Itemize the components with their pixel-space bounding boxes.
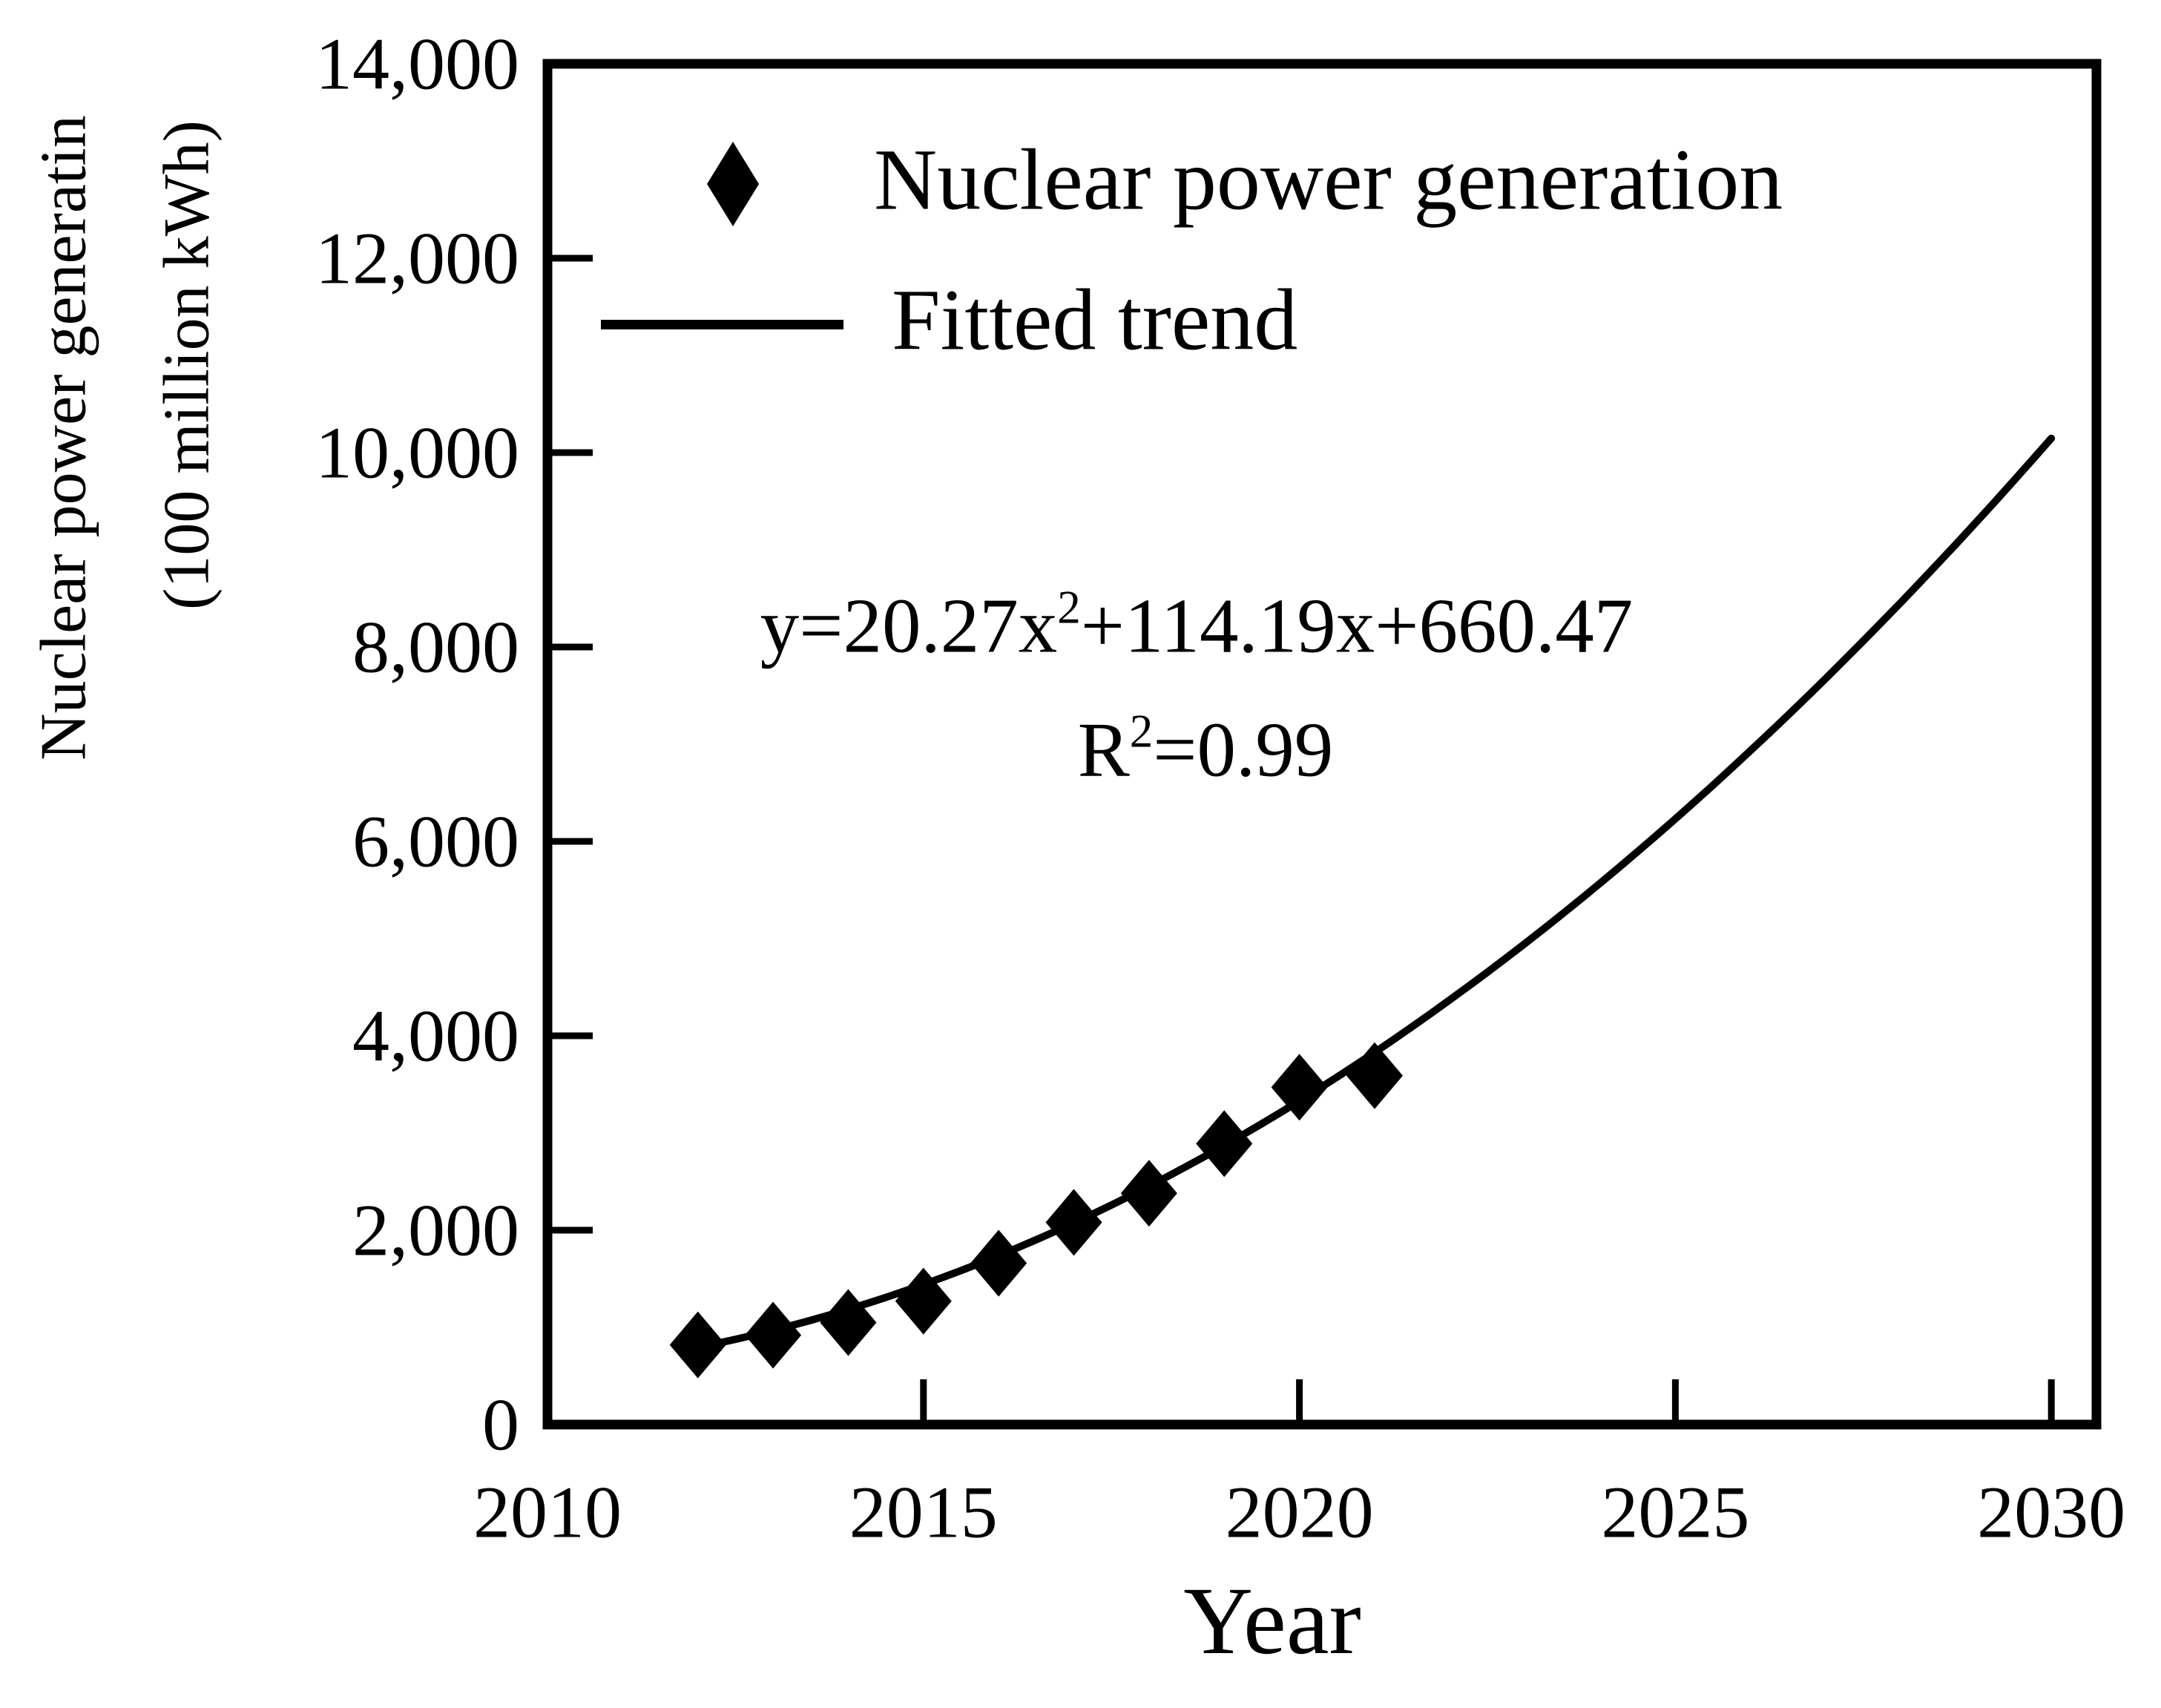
- x-tick-label: 2030: [1977, 1471, 2126, 1554]
- data-point-diamond: [1045, 1189, 1102, 1256]
- y-tick-label: 0: [482, 1383, 519, 1466]
- fit-equation-text: y=20.27x2+114.19x+660.47: [760, 581, 1634, 671]
- y-tick-label: 10,000: [315, 411, 519, 494]
- y-tick-label: 6,000: [352, 800, 519, 883]
- data-point-diamond: [1120, 1160, 1177, 1227]
- x-tick-label: 2010: [473, 1471, 622, 1554]
- data-point-diamond: [970, 1229, 1027, 1297]
- x-tick-label: 2020: [1225, 1471, 1374, 1554]
- y-tick-label: 2,000: [352, 1189, 519, 1272]
- y-tick-label: 4,000: [352, 994, 519, 1077]
- plot-frame: [542, 59, 2102, 1430]
- x-tick-label: 2025: [1601, 1471, 1750, 1554]
- data-point-diamond: [820, 1289, 877, 1356]
- y-axis-title-line2: (100 million kWh): [151, 120, 223, 610]
- data-point-diamond: [1196, 1110, 1253, 1177]
- data-point-diamond: [895, 1267, 952, 1335]
- fitted-trend-curve: [694, 434, 2056, 1351]
- legend-item-nuclear-power-generation: Nuclear power generation: [874, 131, 1783, 229]
- y-tick-label: 14,000: [315, 22, 519, 105]
- y-tick-label: 8,000: [352, 605, 519, 689]
- legend-line-icon: [601, 320, 843, 329]
- x-axis-title: Year: [1183, 1568, 1361, 1675]
- r-squared-text: R2=0.99: [1078, 705, 1334, 795]
- fit-equation-superscript: 2: [1057, 581, 1081, 634]
- y-tick-label: 12,000: [315, 217, 519, 300]
- x-tick-label: 2015: [849, 1471, 998, 1554]
- data-point-diamond: [1271, 1054, 1328, 1121]
- r-squared-rest: =0.99: [1153, 706, 1334, 793]
- data-point-diamond: [1346, 1042, 1403, 1109]
- r-squared-base: R: [1077, 706, 1130, 793]
- legend-diamond-icon: [707, 142, 759, 226]
- fit-equation-rest: +114.19x+660.47: [1080, 582, 1634, 669]
- data-point-diamond: [669, 1311, 726, 1379]
- fit-equation-base: y=20.27x: [760, 582, 1058, 669]
- r-squared-superscript: 2: [1129, 705, 1154, 758]
- data-point-diamond: [745, 1301, 802, 1369]
- legend-item-fitted-trend: Fitted trend: [892, 271, 1298, 369]
